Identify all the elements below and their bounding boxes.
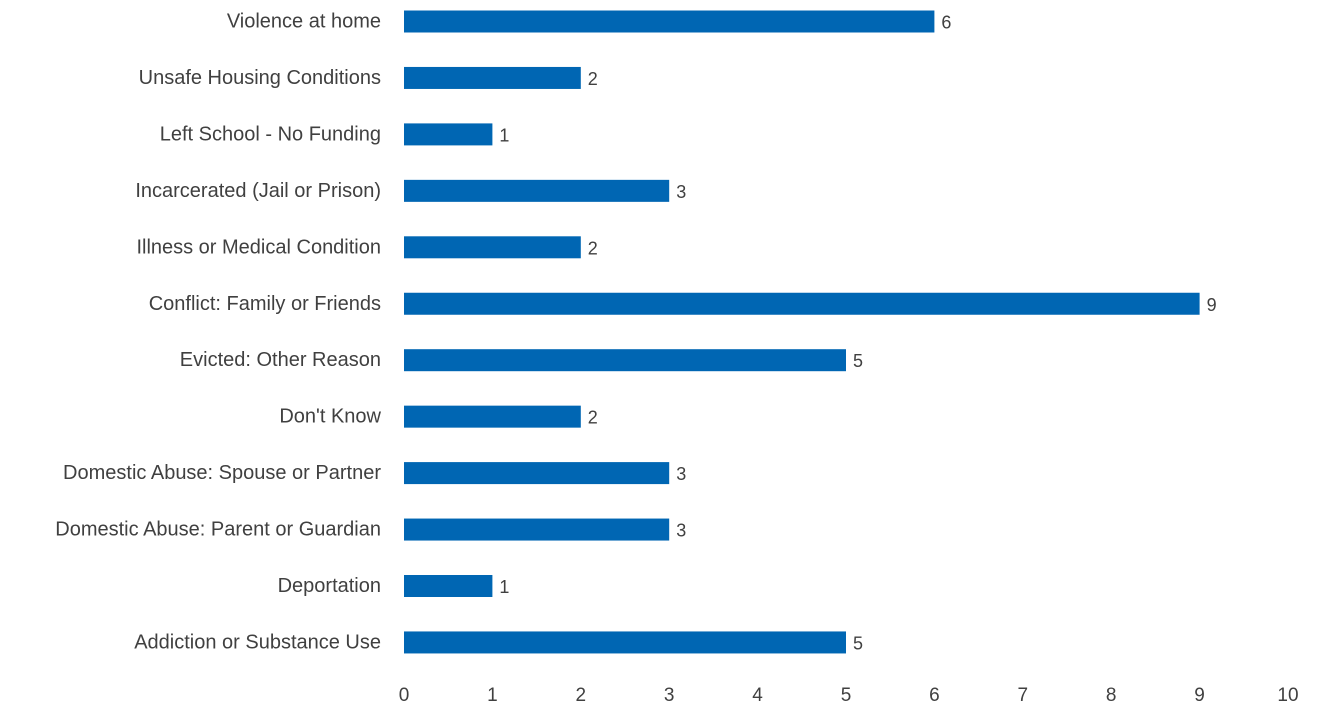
x-tick-label: 2	[576, 685, 587, 706]
bar	[404, 66, 581, 89]
x-axis-ticks: 0 1 2 3 4 5 6 7 8 9 10	[399, 685, 1299, 706]
bar	[404, 179, 670, 202]
value-label: 3	[676, 521, 686, 541]
bar	[404, 405, 581, 428]
x-tick-label: 5	[841, 685, 852, 706]
value-label: 6	[941, 13, 951, 33]
value-labels: 6 2 1 3 2 9 5 2 3 3 1 5	[499, 13, 1216, 654]
value-label: 2	[588, 69, 598, 89]
category-label: Conflict: Family or Friends	[149, 293, 381, 315]
category-label: Incarcerated (Jail or Prison)	[135, 180, 381, 202]
category-label: Don't Know	[279, 406, 381, 428]
x-tick-label: 4	[752, 685, 763, 706]
x-tick-label: 10	[1277, 685, 1298, 706]
value-label: 3	[676, 464, 686, 484]
x-tick-label: 0	[399, 685, 410, 706]
category-label: Domestic Abuse: Spouse or Partner	[63, 462, 381, 484]
category-label: Illness or Medical Condition	[136, 236, 381, 258]
category-label: Addiction or Substance Use	[134, 631, 381, 653]
bar	[404, 10, 935, 33]
value-label: 1	[499, 577, 509, 597]
category-label: Evicted: Other Reason	[180, 349, 381, 371]
category-labels: Violence at home Unsafe Housing Condition…	[55, 11, 381, 654]
category-label: Unsafe Housing Conditions	[139, 67, 381, 89]
bar	[404, 236, 581, 259]
bars	[404, 10, 1200, 654]
x-tick-label: 9	[1194, 685, 1205, 706]
category-label: Left School - No Funding	[160, 123, 381, 145]
value-label: 5	[853, 351, 863, 371]
x-tick-label: 3	[664, 685, 675, 706]
x-tick-label: 7	[1018, 685, 1029, 706]
category-label: Deportation	[278, 575, 381, 597]
bar	[404, 518, 670, 541]
value-label: 5	[853, 633, 863, 653]
bar	[404, 631, 846, 654]
category-label: Violence at home	[227, 11, 381, 33]
value-label: 2	[588, 408, 598, 428]
category-label: Domestic Abuse: Parent or Guardian	[55, 519, 381, 541]
x-tick-label: 8	[1106, 685, 1117, 706]
bar	[404, 123, 493, 146]
x-tick-label: 1	[487, 685, 498, 706]
bar	[404, 292, 1200, 315]
value-label: 9	[1207, 295, 1217, 315]
value-label: 2	[588, 238, 598, 258]
bar	[404, 349, 846, 372]
value-label: 3	[676, 182, 686, 202]
bar	[404, 462, 670, 485]
bar	[404, 575, 493, 597]
value-label: 1	[499, 125, 509, 145]
x-tick-label: 6	[929, 685, 940, 706]
